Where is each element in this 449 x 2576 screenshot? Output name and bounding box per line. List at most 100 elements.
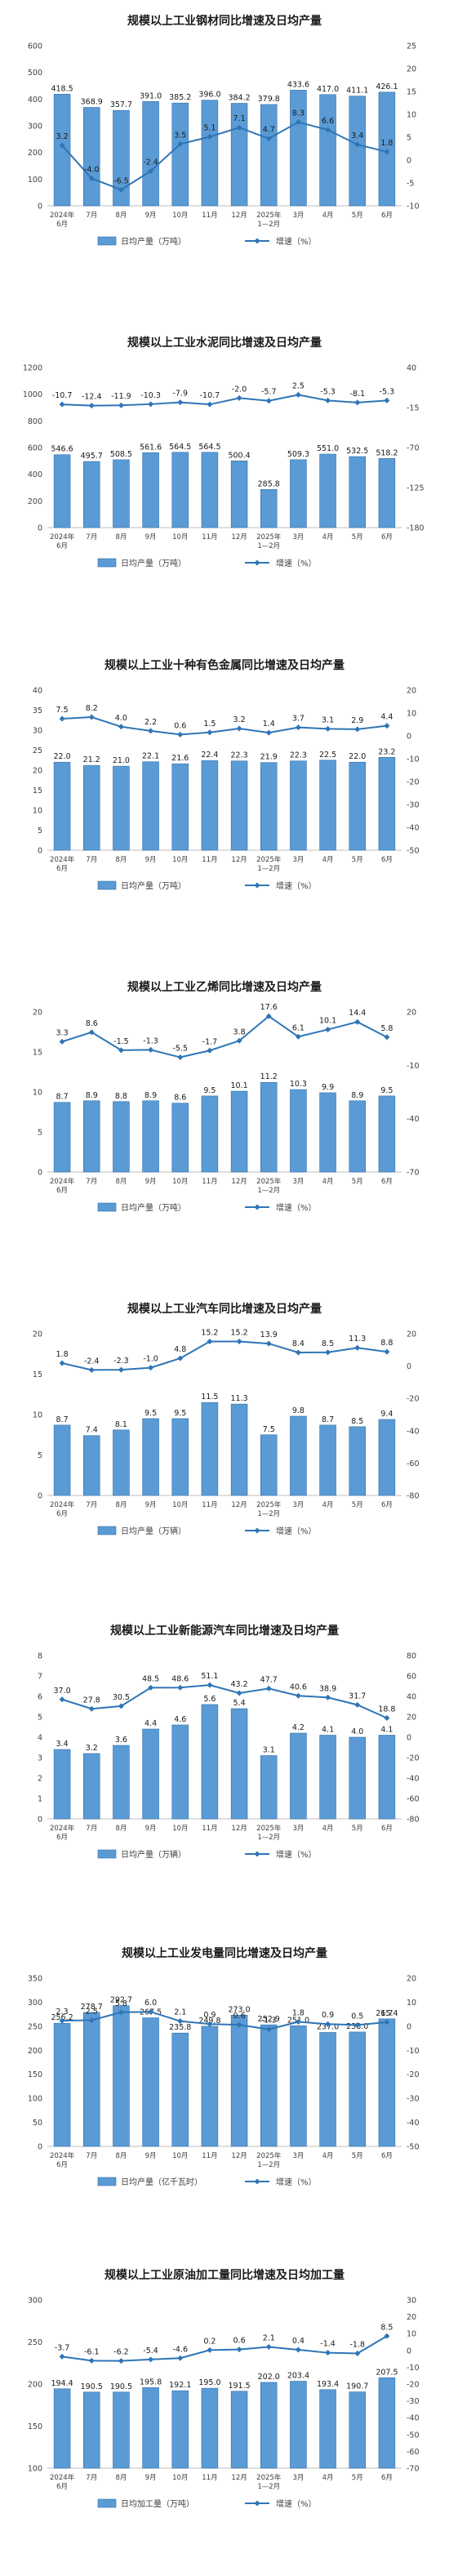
line-point (59, 1360, 65, 1366)
bar-value-label: 22.5 (319, 750, 336, 759)
category-label: 6月 (56, 2161, 68, 2169)
line-value-label: 10.1 (319, 1016, 336, 1025)
left-tick-label: 5 (38, 1451, 42, 1460)
line-value-label: 2.3 (56, 2008, 69, 2017)
right-tick-label: 20 (407, 1008, 416, 1017)
line-value-label: 3.8 (233, 1027, 246, 1036)
line-value-label: -1.3 (143, 1036, 158, 1045)
bar (53, 2022, 71, 2146)
right-tick-label: -50 (407, 2142, 420, 2151)
bar (83, 1100, 100, 1173)
bar-value-label: 8.9 (351, 1091, 363, 1100)
category-label: 9月 (145, 1825, 157, 1833)
legend-line-label: 增速（%） (276, 558, 317, 568)
line-point (236, 2021, 242, 2028)
left-tick-label: 300 (28, 2296, 42, 2305)
bar-value-label: 203.4 (287, 2371, 309, 2380)
category-label: 3月 (292, 212, 304, 220)
legend-line-marker (254, 1204, 260, 1210)
bar-value-label: 22.3 (290, 751, 307, 760)
right-tick-label: 5 (407, 134, 411, 143)
bar (230, 461, 248, 528)
bar-value-label: 237.0 (317, 2022, 339, 2031)
line-value-label: 0.9 (203, 2011, 216, 2020)
bar (260, 1081, 278, 1173)
line-value-label: 0.5 (351, 2012, 363, 2021)
line-point (88, 1366, 95, 1373)
bar-value-label: 4.1 (322, 1726, 334, 1735)
line-value-label: -4.6 (172, 2345, 188, 2354)
bar-value-label: 265.4 (376, 2008, 398, 2017)
line-value-label: 3.2 (233, 715, 246, 724)
bar (171, 2390, 189, 2469)
bar-value-label: 9.9 (322, 1083, 334, 1092)
category-label: 9月 (145, 212, 157, 220)
category-label: 8月 (115, 212, 127, 220)
right-tick-label: 0 (407, 1734, 411, 1743)
legend-line-marker (254, 238, 260, 244)
left-tick-label: 100 (28, 2464, 42, 2473)
left-tick-label: 10 (33, 806, 42, 815)
bar (53, 454, 71, 528)
bar-value-label: 7.5 (263, 1425, 275, 1434)
bar-value-label: 8.9 (144, 1091, 157, 1100)
line-point (148, 2008, 154, 2015)
line-value-label: 30.5 (113, 1693, 130, 1702)
bar (142, 1728, 159, 1820)
right-tick-label: 20 (407, 1714, 416, 1723)
line-value-label: 3.5 (174, 131, 186, 140)
line-value-label: 3.3 (56, 1028, 69, 1037)
bar (113, 109, 130, 207)
category-label: 12月 (231, 1178, 247, 1186)
left-tick-label: 400 (28, 470, 42, 479)
line-point (236, 725, 242, 732)
line-point (236, 1339, 242, 1345)
bar-value-label: 292.7 (110, 1995, 132, 2004)
line-point (325, 2349, 331, 2355)
line-point (118, 2357, 124, 2364)
line-value-label: 47.7 (260, 1676, 278, 1685)
chart-3: 规模以上工业十种有色金属同比增速及日均产量 0 5 10 15 20 25 30 35 40 20 1… (33, 658, 420, 891)
bar-value-label: 3.2 (86, 1744, 98, 1753)
bar-value-label: 22.0 (54, 752, 71, 761)
legend-bar-label: 日均产量（万辆） (121, 1849, 186, 1860)
left-tick-label: 15 (33, 1370, 42, 1379)
left-tick-label: 20 (33, 1330, 42, 1339)
left-tick-label: 20 (33, 1008, 42, 1017)
line-value-label: 5.8 (115, 1999, 127, 2008)
line-value-label: 4.4 (380, 712, 393, 721)
line-value-label: 7.5 (56, 706, 69, 715)
bar-value-label: 22.3 (231, 751, 248, 760)
bar (290, 459, 307, 528)
line-value-label: 8.5 (322, 1339, 334, 1348)
chart-4: 规模以上工业乙烯同比增速及日均产量 0 5 10 15 20 20 -10 -40 -70 8.7 8… (33, 980, 420, 1213)
category-label: 11月 (202, 2474, 217, 2482)
bar-value-label: 8.7 (56, 1092, 69, 1101)
bar (171, 452, 189, 528)
legend-line-label: 增速（%） (276, 1526, 317, 1536)
line-point (118, 1047, 124, 1054)
line-point (384, 1348, 390, 1355)
growth-line (61, 2335, 388, 2362)
right-tick-label: -10 (407, 755, 420, 764)
legend-bar-label: 日均加工量（万吨） (121, 2498, 194, 2509)
category-label: 8月 (115, 1501, 127, 1509)
right-tick-label: -60 (407, 1795, 420, 1804)
line-point (295, 1693, 301, 1699)
bar-value-label: 385.2 (169, 93, 191, 102)
legend-bar-label: 日均产量（万辆） (121, 1526, 186, 1536)
category-label: 11月 (202, 533, 217, 541)
bar-value-label: 368.9 (81, 97, 103, 106)
right-tick-label: -40 (407, 1427, 420, 1436)
line-point (88, 2017, 95, 2023)
left-tick-label: 0 (38, 1168, 42, 1177)
line-point (88, 403, 95, 409)
line-value-label: 0.9 (322, 2011, 334, 2020)
bar (378, 458, 396, 528)
left-tick-label: 6 (38, 1693, 42, 1702)
line-point (295, 1033, 301, 1040)
bar-value-label: 4.6 (174, 1715, 186, 1724)
bar-value-label: 564.5 (169, 443, 191, 452)
category-label: 3月 (292, 856, 304, 864)
right-tick-label: 10 (407, 709, 416, 718)
